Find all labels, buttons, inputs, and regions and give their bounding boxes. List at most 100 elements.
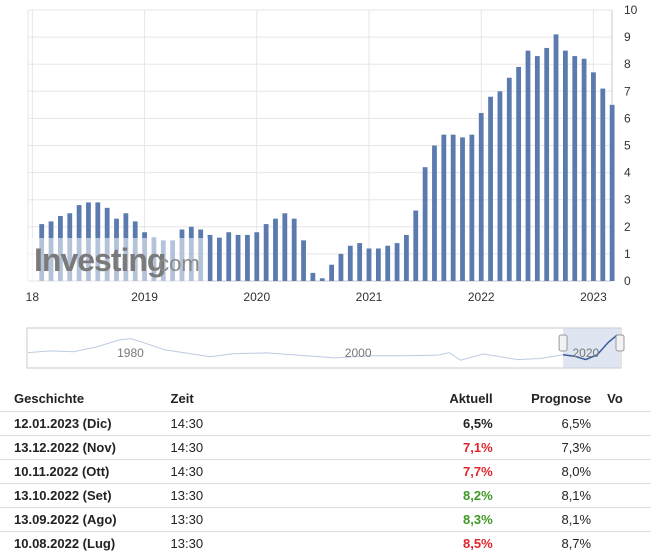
y-tick-label: 0 (624, 274, 631, 288)
cell-time: 13:30 (170, 483, 365, 508)
bar[interactable] (254, 232, 260, 281)
x-tick-label: 2020 (243, 290, 270, 304)
x-tick-label: 2021 (356, 290, 383, 304)
table-row: 10.11.2022 (Ott) 14:30 7,7% 8,0% (0, 459, 651, 484)
bar[interactable] (366, 248, 372, 281)
table-row: 10.08.2022 (Lug) 13:30 8,5% 8,7% (0, 531, 651, 555)
history-table: Geschichte Zeit Aktuell Prognose Vo 12.0… (0, 385, 651, 555)
y-tick-label: 4 (624, 166, 631, 180)
y-tick-label: 10 (624, 3, 638, 17)
header-forecast[interactable]: Prognose (531, 390, 592, 406)
bar[interactable] (291, 218, 297, 281)
cell-forecast: 7,3% (492, 435, 592, 460)
bar[interactable] (404, 234, 409, 281)
cell-forecast: 8,1% (492, 507, 592, 532)
header-actual[interactable]: Aktuell (449, 390, 493, 406)
bar[interactable] (273, 218, 278, 281)
navigator-frame (26, 327, 622, 369)
bar[interactable] (347, 245, 353, 281)
cell-actual: 7,1% (364, 435, 493, 460)
bar[interactable] (534, 56, 540, 281)
bar[interactable] (506, 77, 512, 281)
bar[interactable] (600, 88, 606, 281)
bar[interactable] (562, 50, 568, 282)
x-tick-label: 2023 (580, 290, 607, 304)
y-tick-label: 7 (624, 84, 631, 98)
navigator-handle-left[interactable] (558, 334, 568, 352)
cell-time: 13:30 (170, 531, 365, 555)
navigator-year-label: 1980 (117, 346, 144, 360)
cell-date: 13.10.2022 (Set) (0, 483, 171, 508)
navigator-series (27, 328, 625, 368)
bar[interactable] (301, 240, 306, 281)
bar[interactable] (544, 47, 550, 281)
y-tick-label: 5 (624, 139, 631, 153)
bar[interactable] (572, 56, 578, 281)
cell-date: 10.11.2022 (Ott) (0, 459, 171, 484)
cell-previous (591, 435, 651, 460)
bar[interactable] (375, 248, 381, 281)
bar[interactable] (413, 210, 419, 281)
bar[interactable] (478, 112, 484, 281)
header-previous[interactable]: Vo (607, 390, 623, 406)
header-time[interactable]: Zeit (170, 390, 194, 406)
bar[interactable] (469, 134, 475, 281)
navigator-handle-right[interactable] (615, 334, 625, 352)
bar[interactable] (245, 234, 250, 281)
bar[interactable] (441, 134, 447, 281)
cell-forecast: 6,5% (492, 411, 592, 436)
y-tick-label: 9 (624, 30, 631, 44)
bar[interactable] (207, 234, 213, 281)
y-tick-label: 2 (624, 220, 631, 234)
cell-forecast: 8,0% (492, 459, 592, 484)
bar[interactable] (497, 91, 503, 281)
cell-date: 10.08.2022 (Lug) (0, 531, 171, 555)
bar[interactable] (450, 134, 456, 281)
bar[interactable] (488, 96, 493, 281)
bar[interactable] (310, 272, 316, 281)
bar[interactable] (432, 145, 437, 282)
bar[interactable] (263, 224, 269, 281)
navigator-selection[interactable] (563, 328, 620, 368)
bar[interactable] (329, 264, 334, 281)
cell-previous (591, 531, 651, 555)
x-tick-label: 2019 (131, 290, 158, 304)
cell-date: 13.12.2022 (Nov) (0, 435, 171, 460)
bar[interactable] (460, 137, 465, 281)
header-date[interactable]: Geschichte (14, 390, 85, 406)
bar[interactable] (553, 34, 559, 281)
cell-previous (591, 507, 651, 532)
bar[interactable] (581, 58, 587, 281)
cell-actual: 6,5% (364, 411, 493, 436)
inflation-chart: 0 1 2 3 4 5 6 7 8 9 10 18 2019 2020 2021 2022 2023 Inve… (26, 3, 638, 369)
bar[interactable] (591, 72, 596, 281)
cell-forecast: 8,7% (492, 531, 592, 555)
table-body: 12.01.2023 (Dic) 14:30 6,5% 6,5% 13.12.2022 … (0, 411, 651, 555)
x-tick-label: 18 (26, 290, 40, 304)
bar[interactable] (282, 213, 288, 281)
x-axis: 18 2019 2020 2021 2022 2023 (26, 290, 607, 304)
time-navigator[interactable]: 1980 2000 2020 (26, 327, 625, 369)
table-header-row: Geschichte Zeit Aktuell Prognose Vo (0, 385, 651, 412)
y-tick-label: 3 (624, 193, 631, 207)
cell-time: 14:30 (170, 459, 365, 484)
bar[interactable] (357, 243, 363, 281)
y-axis: 0 1 2 3 4 5 6 7 8 9 10 (624, 3, 638, 288)
bar[interactable] (226, 232, 232, 281)
bar[interactable] (235, 234, 241, 281)
bar[interactable] (319, 278, 325, 281)
cell-time: 14:30 (170, 411, 365, 436)
cell-forecast: 8,1% (492, 483, 592, 508)
bar[interactable] (525, 50, 531, 282)
bar[interactable] (422, 167, 428, 281)
navigator-year-label: 2020 (572, 346, 599, 360)
logo-brand: Investing (34, 242, 165, 278)
bar[interactable] (385, 245, 391, 281)
bar[interactable] (516, 66, 522, 281)
bar[interactable] (216, 237, 222, 281)
y-tick-label: 8 (624, 57, 631, 71)
bar[interactable] (338, 253, 344, 281)
bar[interactable] (394, 243, 400, 281)
bar[interactable] (609, 104, 615, 281)
cell-time: 14:30 (170, 435, 365, 460)
